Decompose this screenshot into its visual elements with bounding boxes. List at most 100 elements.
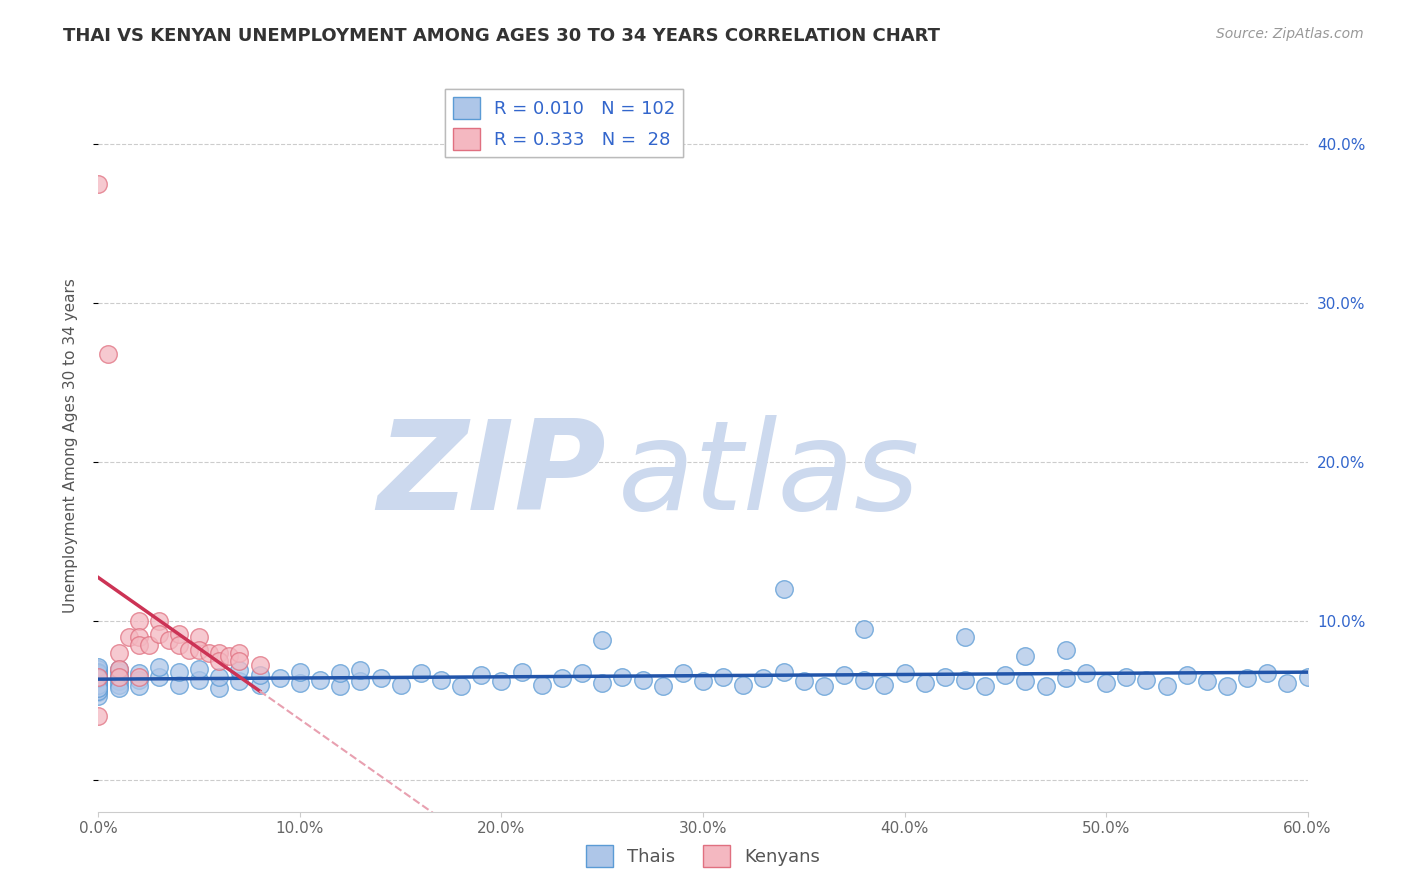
Point (914, 676, 936, 690)
Point (309, 673, 332, 687)
Point (813, 679, 835, 693)
Point (249, 668, 271, 682)
Point (87, 709, 110, 723)
Point (612, 669, 634, 683)
Point (87, 674, 110, 689)
Point (672, 666, 695, 681)
Point (893, 666, 915, 681)
Point (349, 674, 371, 689)
Point (1054, 671, 1077, 685)
Point (269, 671, 291, 685)
Text: atlas: atlas (619, 415, 921, 536)
Text: THAI VS KENYAN UNEMPLOYMENT AMONG AGES 30 TO 34 YEARS CORRELATION CHART: THAI VS KENYAN UNEMPLOYMENT AMONG AGES 3… (63, 27, 941, 45)
Point (167, 677, 190, 691)
Point (873, 677, 896, 691)
Point (430, 673, 453, 687)
Point (409, 666, 432, 681)
Point (651, 679, 673, 693)
Point (1296, 669, 1319, 683)
Point (87, 682, 110, 697)
Point (188, 662, 211, 676)
Point (87, 684, 110, 698)
Point (1054, 642, 1077, 657)
Point (128, 614, 150, 628)
Point (87, 177, 110, 191)
Point (179, 642, 201, 657)
Point (167, 665, 190, 679)
Point (1175, 668, 1198, 682)
Point (208, 646, 231, 660)
Y-axis label: Unemployment Among Ages 30 to 34 years: Unemployment Among Ages 30 to 34 years (63, 278, 77, 614)
Point (228, 654, 250, 668)
Point (97, 347, 120, 361)
Point (1014, 674, 1036, 689)
Point (249, 677, 271, 691)
Point (107, 662, 129, 676)
Point (329, 679, 352, 693)
Point (1115, 669, 1137, 683)
Point (87, 681, 110, 695)
Point (87, 662, 110, 676)
Point (167, 626, 190, 640)
Point (87, 669, 110, 683)
Point (389, 677, 412, 691)
Point (87, 689, 110, 703)
Point (128, 666, 150, 681)
Point (128, 679, 150, 693)
Point (349, 663, 371, 677)
Point (1095, 676, 1118, 690)
Point (450, 679, 472, 693)
Point (107, 646, 129, 660)
Point (1156, 679, 1178, 693)
Legend: R = 0.010   N = 102, R = 0.333   N =  28: R = 0.010 N = 102, R = 0.333 N = 28 (446, 89, 682, 157)
Point (491, 674, 513, 689)
Point (198, 646, 221, 660)
Point (128, 630, 150, 644)
Point (157, 632, 180, 647)
Point (1035, 679, 1057, 693)
Point (853, 673, 876, 687)
Point (148, 626, 170, 640)
Point (228, 674, 250, 689)
Point (370, 671, 392, 685)
Point (953, 630, 976, 644)
Point (87, 668, 110, 682)
Point (87, 660, 110, 674)
Point (934, 669, 956, 683)
Point (1195, 674, 1218, 689)
Point (591, 632, 613, 647)
Point (188, 642, 211, 657)
Point (631, 673, 654, 687)
Point (188, 630, 211, 644)
Point (128, 638, 150, 652)
Point (107, 681, 129, 695)
Point (530, 677, 553, 691)
Point (148, 660, 170, 674)
Point (208, 681, 231, 695)
Point (107, 674, 129, 689)
Point (711, 669, 734, 683)
Point (87, 671, 110, 685)
Point (87, 677, 110, 691)
Point (148, 669, 170, 683)
Point (167, 638, 190, 652)
Point (329, 666, 352, 681)
Point (551, 671, 574, 685)
Point (118, 630, 141, 644)
Point (288, 665, 311, 679)
Point (87, 685, 110, 699)
Point (208, 654, 231, 668)
Point (772, 665, 794, 679)
Point (974, 679, 997, 693)
Point (228, 663, 250, 677)
Point (218, 648, 240, 663)
Point (228, 646, 250, 660)
Point (87, 676, 110, 690)
Point (107, 662, 129, 676)
Point (148, 614, 170, 628)
Point (107, 665, 129, 679)
Point (591, 676, 613, 690)
Point (832, 668, 855, 682)
Point (953, 673, 976, 687)
Legend: Thais, Kenyans: Thais, Kenyans (579, 838, 827, 874)
